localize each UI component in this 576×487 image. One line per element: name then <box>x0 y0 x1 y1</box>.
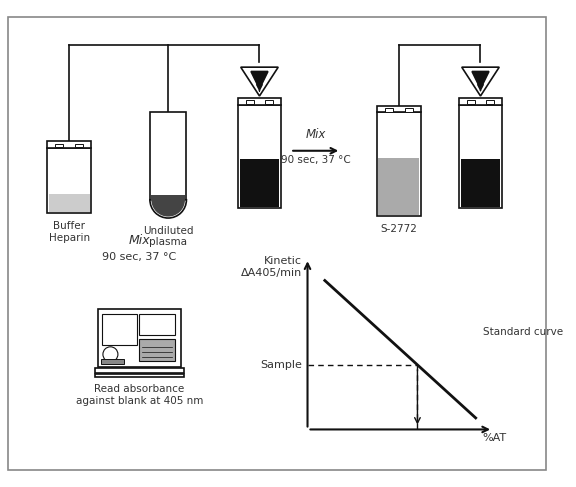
Bar <box>377 106 421 112</box>
Bar <box>48 194 90 212</box>
Text: Undiluted
plasma: Undiluted plasma <box>143 225 194 247</box>
Text: S-2772: S-2772 <box>380 224 417 234</box>
Bar <box>139 339 175 361</box>
Text: 90 sec, 37 °C: 90 sec, 37 °C <box>281 154 351 165</box>
Bar <box>378 158 419 215</box>
Bar <box>55 144 63 147</box>
Bar <box>461 159 500 207</box>
Bar <box>102 314 137 345</box>
Bar <box>385 108 393 112</box>
Bar <box>95 368 184 373</box>
Bar <box>467 100 475 104</box>
Text: Read absorbance
against blank at 405 nm: Read absorbance against blank at 405 nm <box>75 384 203 406</box>
Bar <box>377 112 421 216</box>
Bar <box>101 359 124 364</box>
Bar <box>404 108 412 112</box>
Bar <box>247 100 254 104</box>
Text: Mix: Mix <box>305 128 326 141</box>
Text: Standard curve: Standard curve <box>483 327 563 337</box>
Polygon shape <box>472 72 489 89</box>
Bar <box>98 309 181 367</box>
Text: Sample: Sample <box>260 360 302 370</box>
Text: Buffer
Heparin: Buffer Heparin <box>48 221 90 243</box>
Bar <box>238 98 281 105</box>
Bar <box>139 314 175 335</box>
Text: %AT: %AT <box>483 433 507 443</box>
Bar <box>265 100 272 104</box>
Bar <box>238 105 281 208</box>
Polygon shape <box>251 72 268 89</box>
Bar <box>47 141 91 148</box>
Text: 90 sec, 37 °C: 90 sec, 37 °C <box>102 252 176 262</box>
Circle shape <box>103 347 118 362</box>
Text: Kinetic
ΔA405/min: Kinetic ΔA405/min <box>241 257 302 278</box>
Bar <box>486 100 494 104</box>
Wedge shape <box>150 200 187 218</box>
Polygon shape <box>462 67 499 96</box>
Wedge shape <box>151 200 185 217</box>
Bar <box>95 374 184 376</box>
Bar <box>240 159 279 207</box>
Bar <box>150 112 187 200</box>
Bar <box>151 195 185 200</box>
Text: Mix: Mix <box>128 234 150 247</box>
Polygon shape <box>241 67 278 96</box>
Bar <box>47 148 91 213</box>
Bar <box>75 144 83 147</box>
Bar <box>459 98 502 105</box>
Bar <box>459 105 502 208</box>
